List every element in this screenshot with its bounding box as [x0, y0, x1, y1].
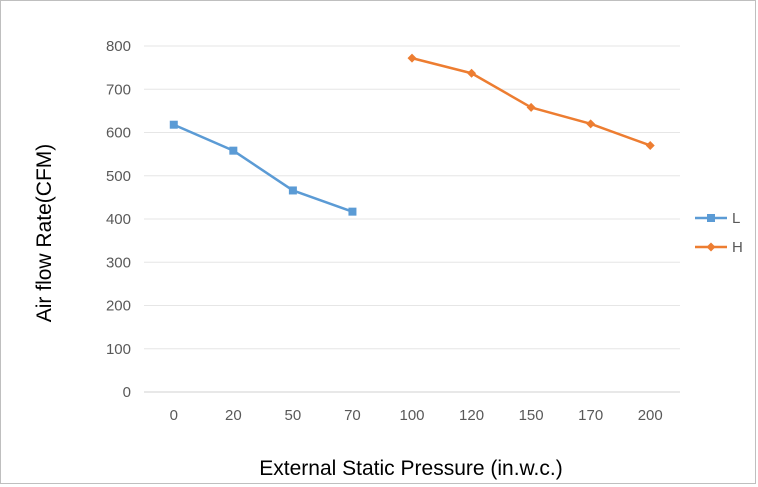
data-point: [229, 146, 238, 155]
series-line: [173, 123, 353, 213]
legend-marker: [707, 214, 715, 222]
legend-item-H: H: [695, 239, 743, 256]
data-point: [288, 186, 297, 195]
legend-label: H: [732, 239, 743, 256]
series-L: [169, 120, 357, 216]
x-tick-label: 20: [225, 407, 242, 424]
x-tick-label: 50: [285, 407, 302, 424]
legend: LH: [695, 210, 743, 256]
y-tick-label: 100: [106, 341, 131, 358]
y-axis-title: Air flow Rate(CFM): [33, 144, 56, 323]
y-tick-label: 800: [106, 38, 131, 55]
x-tick-label: 100: [399, 407, 424, 424]
x-tick-label: 200: [638, 407, 663, 424]
y-tick-label: 500: [106, 168, 131, 185]
data-point: [586, 119, 596, 129]
data-point: [645, 140, 655, 150]
series-H: [407, 53, 655, 150]
y-tick-label: 600: [106, 125, 131, 142]
data-point: [526, 102, 536, 112]
legend-label: L: [732, 210, 740, 227]
y-tick-label: 200: [106, 298, 131, 315]
data-point: [169, 120, 178, 129]
gridlines: [144, 45, 680, 393]
series-group: [169, 53, 655, 216]
x-tick-labels: 0 20 50 70 100 120 150 170 200: [170, 407, 663, 424]
x-tick-label: 0: [170, 407, 178, 424]
y-tick-label: 0: [123, 384, 131, 401]
y-tick-labels: 0 100 200 300 400 500 600 700 800: [106, 38, 131, 401]
x-tick-label: 170: [578, 407, 603, 424]
legend-marker: [706, 242, 716, 252]
y-tick-label: 300: [106, 254, 131, 271]
y-tick-label: 700: [106, 81, 131, 98]
data-point: [348, 207, 357, 216]
y-tick-label: 400: [106, 211, 131, 228]
x-axis-title: External Static Pressure (in.w.c.): [259, 457, 562, 480]
x-tick-label: 150: [519, 407, 544, 424]
x-tick-label: 70: [344, 407, 361, 424]
data-point: [467, 68, 477, 78]
data-point: [407, 53, 417, 63]
x-tick-label: 120: [459, 407, 484, 424]
legend-item-L: L: [695, 210, 740, 227]
